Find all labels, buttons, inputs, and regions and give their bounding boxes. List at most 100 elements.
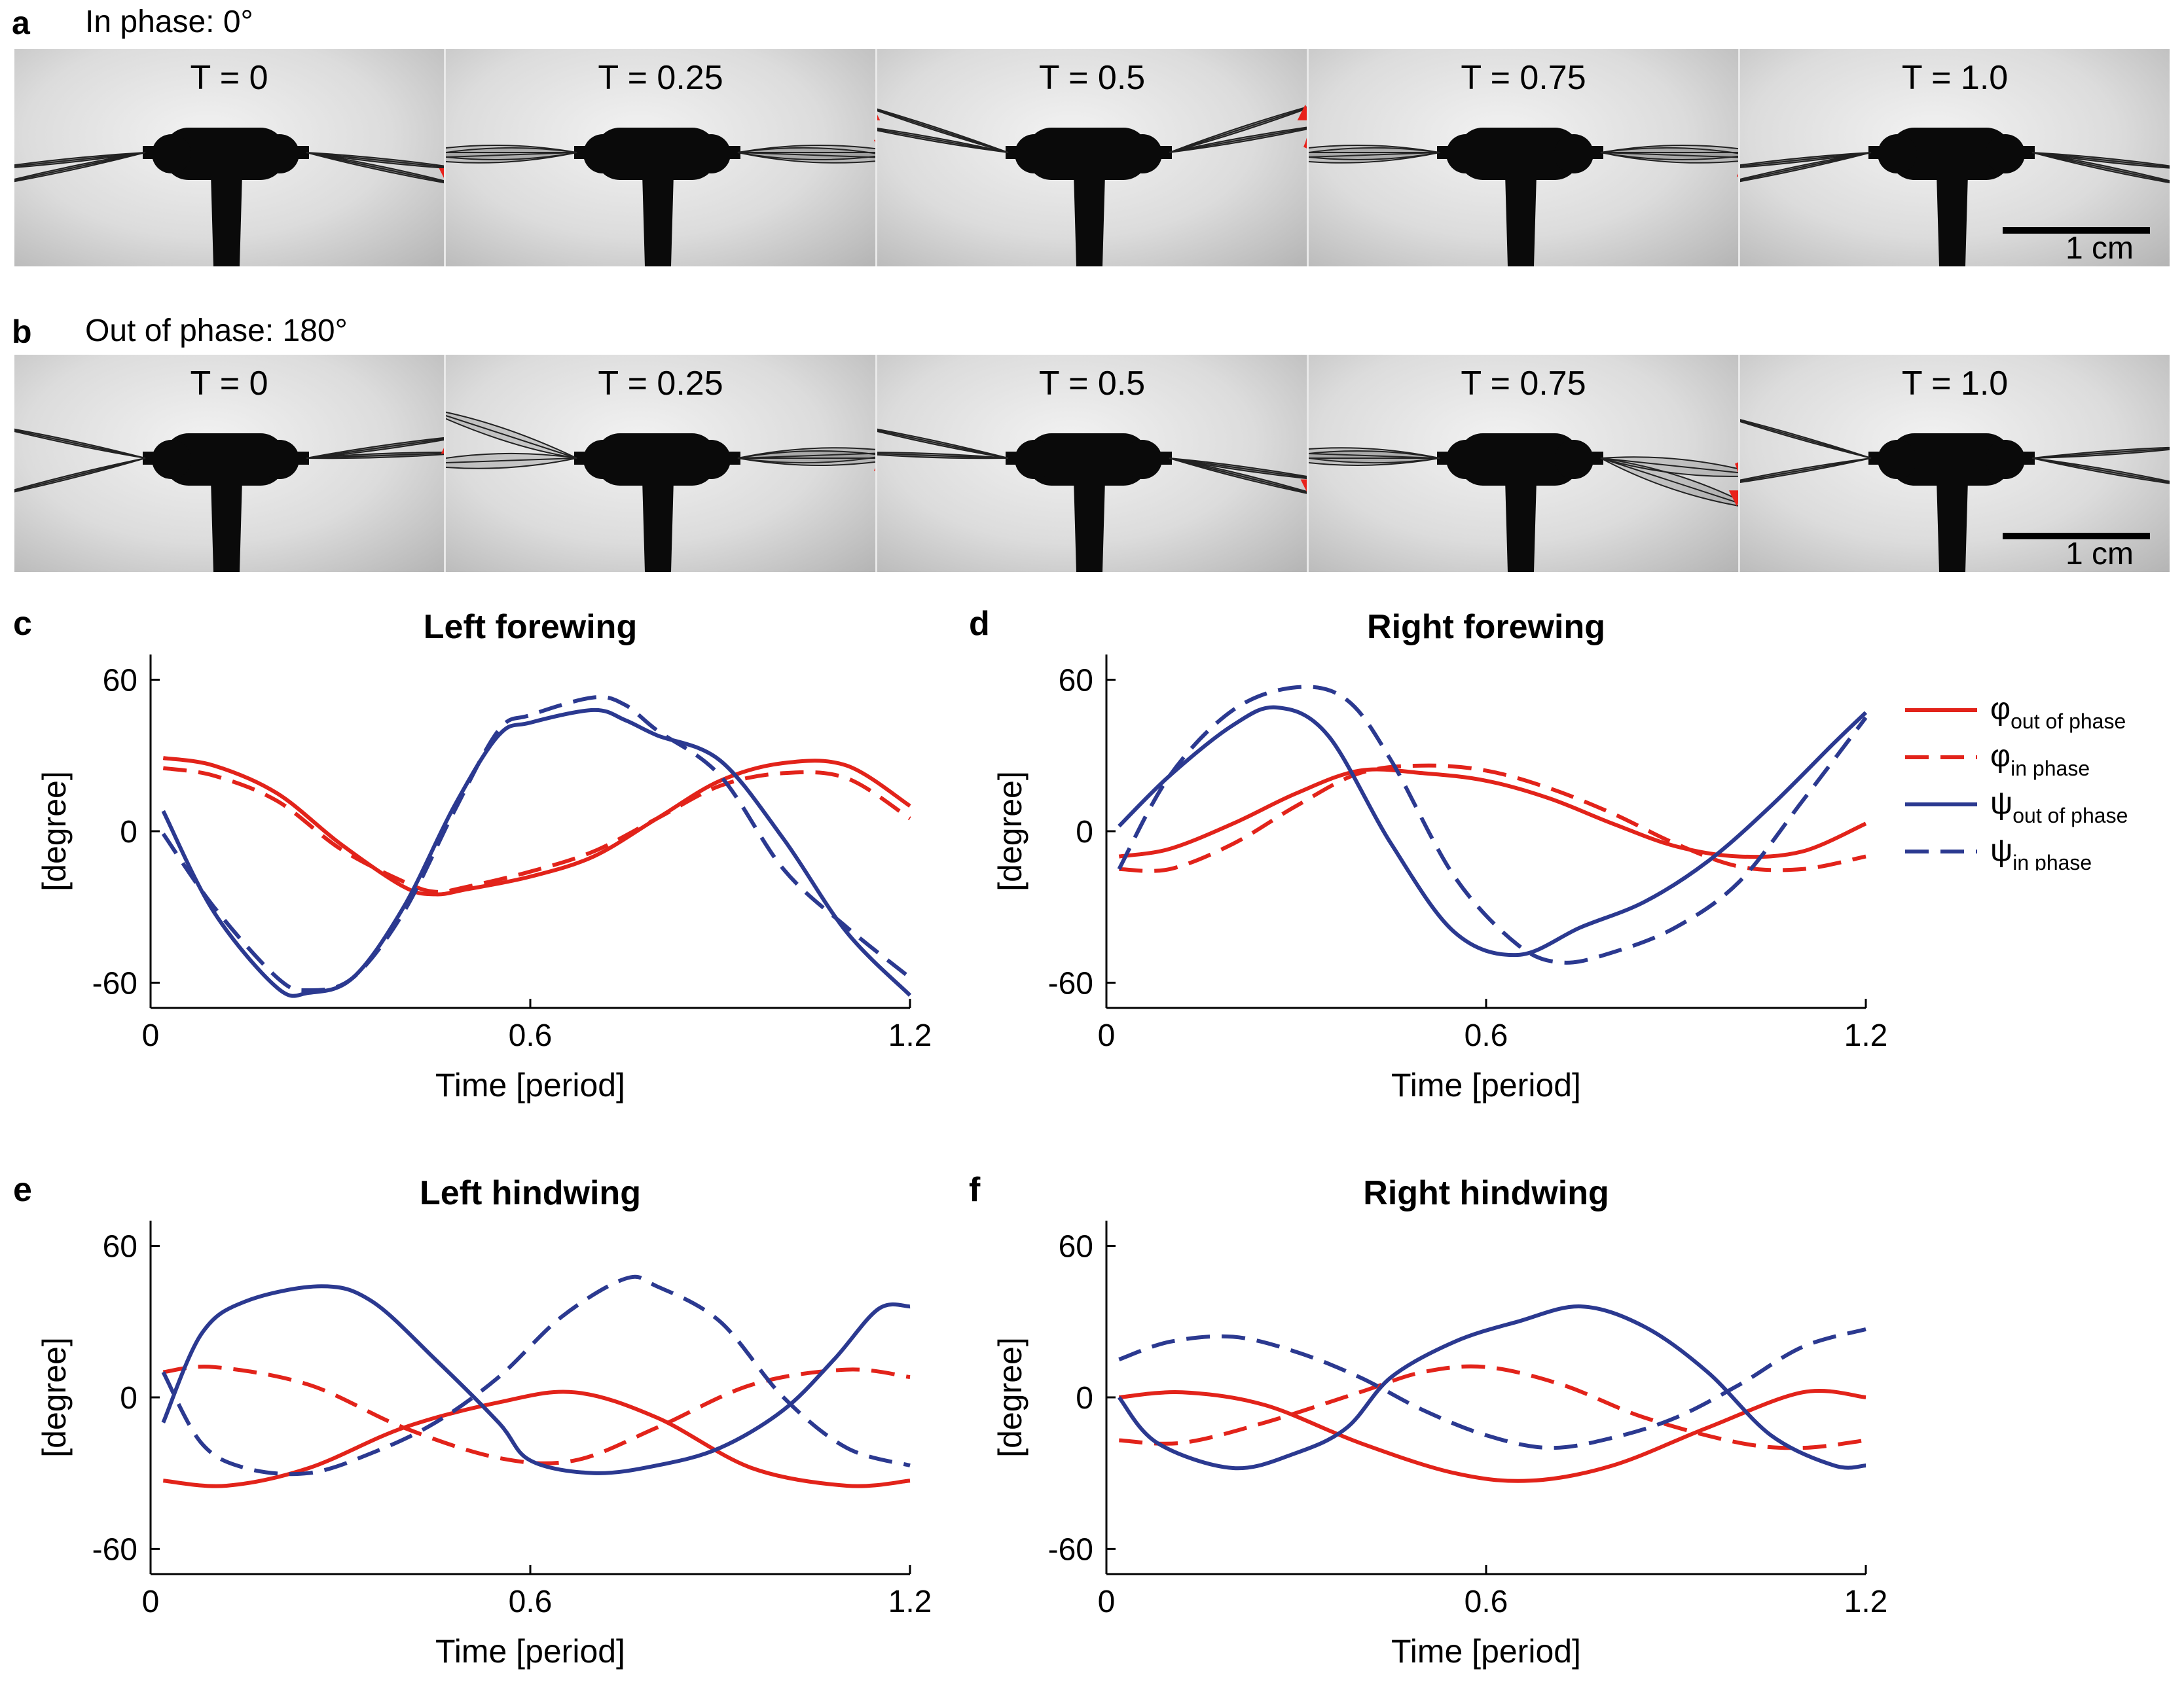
frame-time-label: T = 0.75: [1461, 365, 1586, 403]
y-tick-label: 60: [103, 664, 137, 698]
insect-silhouette: [877, 428, 1307, 572]
scale-bar: [2003, 533, 2150, 539]
photo-frame-b-1: T = 0.25: [446, 355, 877, 572]
y-axis-label: [degree]: [992, 771, 1028, 891]
y-tick-label: 0: [1076, 815, 1093, 850]
series-line-psi-out-of-phase: [161, 1284, 911, 1475]
series-line-psi-in-phase: [1117, 685, 1868, 965]
series-line-phi-in-phase: [1119, 1364, 1866, 1450]
insect-silhouette: [446, 128, 875, 266]
insect-silhouette: [14, 128, 444, 266]
legend: φout of phase φin phase ψout of phase ψin p…: [1899, 674, 2174, 874]
series-line-phi-out-of-phase: [163, 1390, 911, 1488]
panel-letter-a: a: [12, 5, 30, 41]
series-line-psi-out-of-phase: [1117, 1304, 1866, 1471]
series-line-psi-in-phase: [161, 695, 911, 993]
frame-time-label: T = 1.0: [1901, 59, 2009, 97]
legend-label: ψout of phase: [1990, 786, 2128, 827]
frame-time-label: T = 0.25: [598, 59, 723, 97]
y-tick-label: 0: [120, 815, 137, 850]
y-tick-label: -60: [1048, 966, 1093, 1001]
series-line-phi-in-phase: [162, 1365, 911, 1465]
photo-frame-a-2: T = 0.5: [877, 49, 1309, 266]
scale-bar-label: 1 cm: [2065, 537, 2134, 571]
x-tick-label: 0.6: [1465, 1585, 1508, 1619]
x-axis-label: Time [period]: [435, 1633, 625, 1670]
photo-frame-b-3: T = 0.75: [1309, 355, 1740, 572]
frame-time-label: T = 1.0: [1901, 365, 2009, 403]
panel-letter-e: e: [13, 1171, 32, 1209]
legend-label: ψin phase: [1990, 833, 2092, 870]
panel-a-title: In phase: 0°: [85, 5, 253, 39]
insect-silhouette: [1309, 433, 1738, 572]
y-tick-label: -60: [1048, 1532, 1093, 1567]
series-line-phi-in-phase: [1119, 763, 1866, 873]
series-line-psi-in-phase: [1118, 1327, 1866, 1450]
frame-time-label: T = 0: [190, 365, 268, 403]
chart-title: Right forewing: [1367, 608, 1605, 646]
y-tick-label: 0: [1076, 1381, 1093, 1416]
x-tick-label: 1.2: [888, 1018, 932, 1053]
frame-time-label: T = 0.25: [598, 365, 723, 403]
x-tick-label: 1.2: [1844, 1585, 1888, 1619]
y-axis-label: [degree]: [36, 1337, 73, 1457]
frame-time-label: T = 0.5: [1038, 59, 1146, 97]
y-tick-label: -60: [92, 966, 137, 1001]
chart-title: Left forewing: [424, 608, 637, 646]
series-line-psi-out-of-phase: [1118, 705, 1868, 958]
legend-label: φout of phase: [1990, 692, 2126, 733]
insect-silhouette: [446, 411, 875, 572]
insect-silhouette: [14, 428, 444, 572]
photo-row-in-phase: T = 0 T = 0.25 T = 0.5 T = 0.75 T = 1.0 1 cm: [14, 49, 2170, 266]
y-tick-label: 60: [103, 1230, 137, 1264]
photo-frame-b-0: T = 0: [14, 355, 446, 572]
photo-frame-b-2: T = 0.5: [877, 355, 1309, 572]
x-axis-label: Time [period]: [1391, 1067, 1581, 1103]
x-axis-label: Time [period]: [1391, 1633, 1581, 1670]
scale-bar-label: 1 cm: [2065, 231, 2134, 266]
panel-letter-c: c: [13, 605, 32, 643]
insect-silhouette: [877, 104, 1307, 266]
frame-time-label: T = 0: [190, 59, 268, 97]
scale-bar: [2003, 227, 2150, 234]
photo-frame-a-3: T = 0.75: [1309, 49, 1740, 266]
y-tick-label: 0: [120, 1381, 137, 1416]
panel-letter-f: f: [969, 1171, 981, 1209]
x-tick-label: 0: [142, 1585, 160, 1619]
photo-row-out-of-phase: T = 0 T = 0.25 T = 0.5 T = 0.75 T = 1.0 1 cm: [14, 355, 2170, 572]
x-tick-label: 0.6: [509, 1585, 553, 1619]
photo-frame-a-4: T = 1.0 1 cm: [1740, 49, 2170, 266]
x-tick-label: 0: [1098, 1018, 1116, 1053]
series-line-phi-out-of-phase: [162, 756, 911, 897]
x-tick-label: 0.6: [1465, 1018, 1508, 1053]
series-line-psi-out-of-phase: [161, 708, 912, 998]
x-tick-label: 1.2: [1844, 1018, 1888, 1053]
insect-silhouette: [1740, 128, 2170, 266]
series-line-phi-in-phase: [162, 766, 911, 894]
y-tick-label: 60: [1059, 1230, 1093, 1264]
chart-title: Left hindwing: [420, 1174, 641, 1212]
photo-frame-a-0: T = 0: [14, 49, 446, 266]
insect-silhouette: [1740, 419, 2170, 572]
insect-silhouette: [1309, 128, 1738, 266]
x-tick-label: 0: [142, 1018, 160, 1053]
y-tick-label: -60: [92, 1532, 137, 1567]
panel-b-title: Out of phase: 180°: [85, 314, 348, 348]
frame-time-label: T = 0.5: [1038, 365, 1146, 403]
photo-frame-a-1: T = 0.25: [446, 49, 877, 266]
y-tick-label: 60: [1059, 664, 1093, 698]
x-tick-label: 1.2: [888, 1585, 932, 1619]
y-axis-label: [degree]: [992, 1337, 1028, 1457]
legend-label: φin phase: [1990, 739, 2090, 780]
series-line-phi-out-of-phase: [1118, 767, 1867, 859]
chart-title: Right hindwing: [1363, 1174, 1609, 1212]
frame-time-label: T = 0.75: [1461, 59, 1586, 97]
panel-letter-d: d: [969, 605, 990, 643]
x-tick-label: 0.6: [509, 1018, 553, 1053]
y-axis-label: [degree]: [36, 771, 73, 891]
x-axis-label: Time [period]: [435, 1067, 625, 1103]
